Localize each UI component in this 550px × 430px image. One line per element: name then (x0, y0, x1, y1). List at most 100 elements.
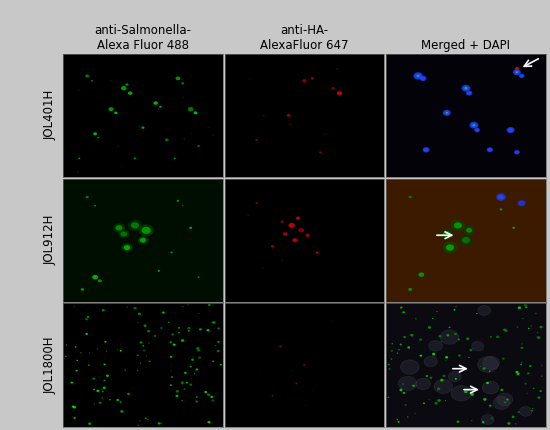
Circle shape (525, 383, 527, 384)
Circle shape (397, 353, 398, 354)
Circle shape (85, 318, 88, 320)
Circle shape (88, 422, 91, 425)
Circle shape (89, 352, 90, 353)
Circle shape (146, 356, 147, 357)
Circle shape (347, 408, 348, 409)
Circle shape (86, 196, 89, 198)
Circle shape (77, 172, 79, 173)
Circle shape (506, 399, 509, 401)
Circle shape (212, 134, 214, 135)
Circle shape (469, 349, 472, 351)
Circle shape (518, 307, 521, 309)
Circle shape (182, 400, 183, 401)
Circle shape (120, 350, 122, 352)
Circle shape (272, 395, 273, 396)
Circle shape (184, 138, 185, 140)
Circle shape (199, 328, 202, 331)
Circle shape (178, 332, 180, 333)
Circle shape (521, 362, 522, 363)
Circle shape (106, 351, 107, 352)
Circle shape (139, 421, 141, 422)
Circle shape (170, 376, 173, 378)
Circle shape (144, 325, 147, 327)
Circle shape (446, 244, 454, 251)
Circle shape (397, 421, 400, 423)
Circle shape (398, 376, 417, 390)
Circle shape (190, 366, 192, 368)
Circle shape (207, 422, 210, 423)
Circle shape (497, 393, 513, 405)
Circle shape (424, 148, 428, 151)
Circle shape (211, 399, 215, 402)
Circle shape (407, 416, 409, 418)
Circle shape (191, 359, 194, 361)
Circle shape (331, 319, 333, 321)
Circle shape (292, 238, 298, 242)
Circle shape (127, 393, 130, 395)
Circle shape (81, 288, 84, 291)
Circle shape (197, 145, 200, 147)
Circle shape (283, 232, 288, 236)
Circle shape (183, 306, 184, 307)
Circle shape (524, 304, 527, 307)
Circle shape (443, 231, 451, 237)
Circle shape (445, 400, 446, 401)
Circle shape (162, 311, 164, 313)
Circle shape (74, 417, 76, 419)
Circle shape (462, 237, 470, 243)
Circle shape (169, 341, 172, 343)
Circle shape (114, 112, 117, 114)
Circle shape (415, 74, 421, 78)
Circle shape (153, 101, 158, 105)
Circle shape (471, 123, 477, 127)
Circle shape (466, 228, 472, 233)
Circle shape (214, 321, 215, 322)
Circle shape (455, 378, 457, 380)
Circle shape (464, 87, 468, 89)
Circle shape (454, 222, 462, 228)
Circle shape (96, 390, 100, 392)
Circle shape (447, 334, 449, 336)
Circle shape (212, 321, 215, 324)
Circle shape (456, 421, 459, 423)
Circle shape (489, 371, 491, 372)
Circle shape (500, 389, 503, 391)
Circle shape (137, 322, 139, 323)
Circle shape (197, 276, 200, 278)
Circle shape (516, 71, 518, 73)
Circle shape (432, 318, 433, 319)
Circle shape (496, 335, 499, 338)
Circle shape (256, 203, 258, 204)
Circle shape (147, 330, 150, 332)
Circle shape (537, 396, 541, 399)
Circle shape (470, 393, 474, 396)
Circle shape (477, 356, 498, 372)
Circle shape (217, 341, 219, 343)
Circle shape (280, 221, 284, 223)
Circle shape (97, 137, 100, 138)
Circle shape (65, 356, 67, 357)
Circle shape (271, 245, 274, 248)
Circle shape (434, 402, 438, 405)
Circle shape (199, 313, 200, 314)
Circle shape (152, 101, 153, 102)
Circle shape (482, 367, 486, 370)
Circle shape (520, 347, 524, 349)
Circle shape (188, 304, 189, 305)
Circle shape (154, 335, 156, 337)
Circle shape (421, 77, 425, 80)
Circle shape (141, 227, 151, 234)
Circle shape (531, 410, 533, 412)
Circle shape (472, 124, 475, 126)
Circle shape (68, 355, 69, 356)
Circle shape (104, 341, 107, 343)
Circle shape (446, 112, 448, 114)
Circle shape (428, 399, 430, 400)
Circle shape (520, 364, 522, 366)
Circle shape (165, 138, 169, 141)
Circle shape (279, 345, 282, 348)
Circle shape (198, 356, 201, 359)
Circle shape (177, 200, 179, 202)
Circle shape (305, 233, 310, 237)
Circle shape (461, 85, 470, 92)
